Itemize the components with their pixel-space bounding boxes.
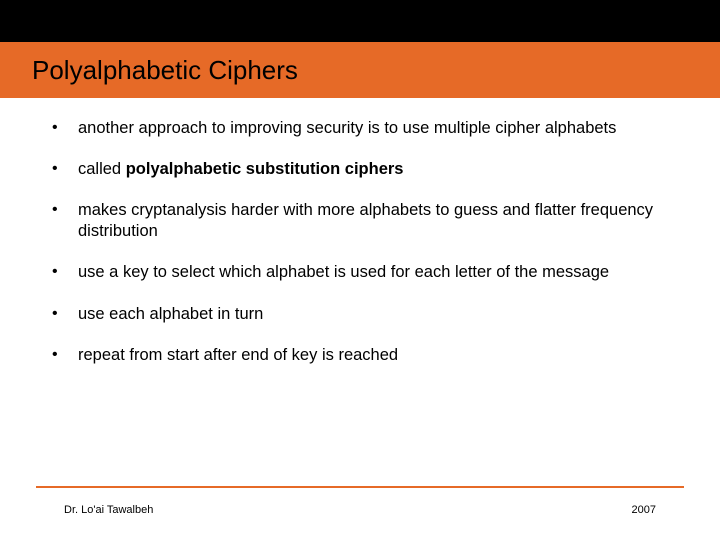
bullet-text: another approach to improving security i…: [78, 119, 616, 137]
list-item: repeat from start after end of key is re…: [36, 345, 684, 366]
top-black-band: [0, 0, 720, 42]
bullet-text: repeat from start after end of key is re…: [78, 346, 398, 364]
footer-rule: [36, 486, 684, 488]
footer-author: Dr. Lo'ai Tawalbeh: [64, 504, 153, 516]
bullet-text: makes cryptanalysis harder with more alp…: [78, 201, 653, 240]
bullet-prefix: called: [78, 160, 126, 178]
list-item: called polyalphabetic substitution ciphe…: [36, 159, 684, 180]
bullet-bold: polyalphabetic substitution ciphers: [126, 160, 404, 178]
list-item: use a key to select which alphabet is us…: [36, 262, 684, 283]
bullet-text: use each alphabet in turn: [78, 305, 263, 323]
list-item: another approach to improving security i…: [36, 118, 684, 139]
bullet-text: use a key to select which alphabet is us…: [78, 263, 609, 281]
bullet-list: another approach to improving security i…: [36, 118, 684, 366]
list-item: use each alphabet in turn: [36, 304, 684, 325]
footer-year: 2007: [632, 504, 656, 516]
list-item: makes cryptanalysis harder with more alp…: [36, 200, 684, 242]
footer: Dr. Lo'ai Tawalbeh 2007: [36, 504, 684, 516]
slide-title: Polyalphabetic Ciphers: [32, 55, 298, 86]
content-area: another approach to improving security i…: [0, 98, 720, 366]
title-band: Polyalphabetic Ciphers: [0, 42, 720, 98]
